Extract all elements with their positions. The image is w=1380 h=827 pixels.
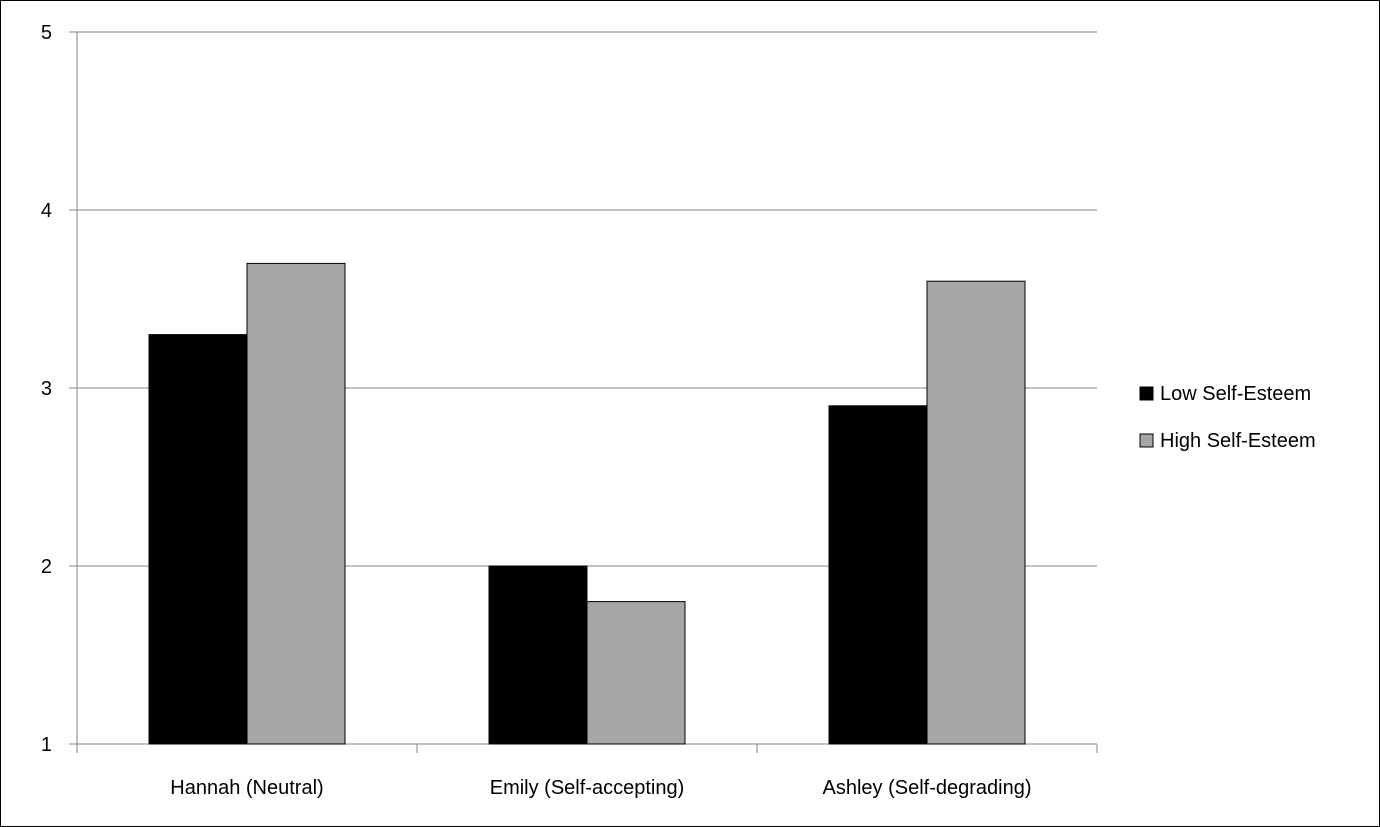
x-tick-label: Ashley (Self-degrading)	[823, 777, 1032, 799]
x-tick-label: Hannah (Neutral)	[170, 777, 323, 799]
y-tick-label: 4	[41, 200, 52, 222]
y-tick-labels: 1 2 3 4 5	[41, 22, 52, 756]
y-tick-label: 3	[41, 378, 52, 400]
legend-swatch	[1139, 386, 1154, 401]
bars	[148, 262, 1026, 745]
bar	[926, 280, 1026, 745]
bar	[828, 405, 928, 745]
y-tick-label: 5	[41, 22, 52, 44]
legend-label: Low Self-Esteem	[1160, 383, 1311, 405]
bar	[586, 601, 686, 745]
y-tick-label: 2	[41, 556, 52, 578]
x-tick-label: Emily (Self-accepting)	[490, 777, 685, 799]
x-tick-labels: Hannah (Neutral) Emily (Self-accepting) As…	[170, 777, 1031, 799]
legend-label: High Self-Esteem	[1160, 430, 1316, 452]
bar	[148, 334, 248, 745]
legend-swatch	[1139, 433, 1154, 448]
y-tick-label: 1	[41, 734, 52, 756]
bar	[246, 262, 346, 745]
bar	[488, 565, 588, 745]
legend: Low Self-Esteem High Self-Esteem	[1139, 383, 1316, 452]
